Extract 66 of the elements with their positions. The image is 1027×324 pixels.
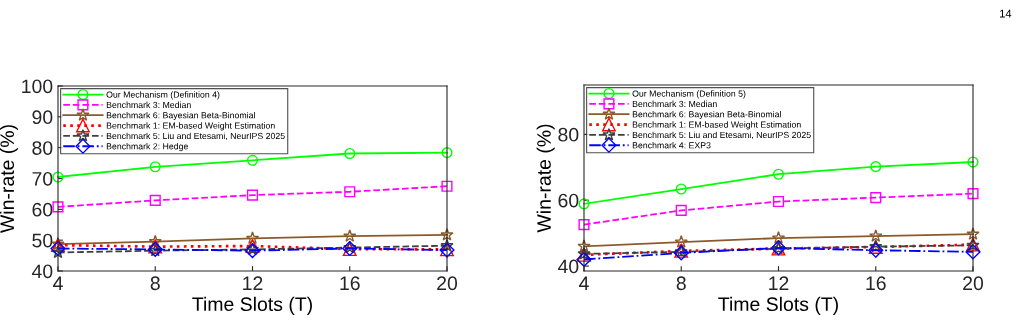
y-tick-label: 40 <box>31 264 53 279</box>
point <box>675 183 687 195</box>
point <box>149 161 161 173</box>
point <box>674 235 688 248</box>
x-tick-label: 8 <box>150 276 160 291</box>
legend-label: Benchmark 1: EM-based Weight Estimation <box>106 122 275 131</box>
point <box>245 231 260 245</box>
y-tick-label: 70 <box>32 171 53 186</box>
y-tick-label: 60 <box>32 202 53 217</box>
point <box>52 201 64 213</box>
point <box>343 229 357 242</box>
point <box>578 219 590 231</box>
x-tick-label: 4 <box>53 276 63 290</box>
legend-label: Benchmark 3: Median <box>106 101 191 109</box>
point <box>441 147 453 159</box>
x-tick-label: 20 <box>963 276 984 291</box>
legend-label: Our Mechanism (Definition 4) <box>106 91 220 100</box>
y-tick-label: 50 <box>32 233 53 248</box>
point <box>578 198 590 210</box>
point <box>344 186 356 198</box>
point <box>246 189 259 201</box>
text: 14 <box>1000 9 1012 18</box>
x-tick-label: 20 <box>437 276 458 291</box>
y-tick-label: 100 <box>22 79 53 94</box>
point <box>149 194 161 206</box>
y-axis-title: Win-rate (%) <box>536 124 555 233</box>
y-axis-title: Win-rate (%) <box>0 125 18 233</box>
point <box>870 192 882 204</box>
x-tick-label: 4 <box>579 276 589 290</box>
point <box>675 204 687 216</box>
legend-label: Benchmark 5: Liu and Etesami, NeurIPS 2025 <box>632 131 811 140</box>
legend-label: Benchmark 3: Median <box>632 100 717 108</box>
point <box>870 161 882 173</box>
legend-label: Benchmark 2: Hedge <box>106 142 188 152</box>
point <box>441 180 453 192</box>
point <box>868 242 884 258</box>
point <box>869 229 883 242</box>
point <box>148 234 162 248</box>
point <box>246 154 259 166</box>
point <box>771 231 786 244</box>
legend-label: Benchmark 1: EM-based Weight Estimation <box>632 121 801 130</box>
x-tick-label: 12 <box>243 276 263 290</box>
point <box>344 147 356 160</box>
legend-label: Benchmark 6: Bayesian Beta-Binomial <box>632 110 781 120</box>
legend-label: Our Mechanism (Definition 5) <box>632 90 746 99</box>
x-axis-title: Time Slots (T) <box>192 296 312 315</box>
y-tick-label: 40 <box>557 259 579 274</box>
legend-label: Benchmark 5: Liu and Etesami, NeurIPS 2025 <box>106 132 285 141</box>
point <box>967 188 979 200</box>
point <box>965 244 981 260</box>
legend-label: Benchmark 6: Bayesian Beta-Binomial <box>106 111 255 121</box>
x-tick-label: 8 <box>676 276 686 291</box>
x-axis-title: Time Slots (T) <box>718 296 838 315</box>
y-tick-label: 80 <box>32 141 53 155</box>
point <box>577 239 591 253</box>
x-tick-label: 16 <box>340 276 360 291</box>
x-tick-label: 12 <box>769 276 789 290</box>
y-tick-label: 90 <box>32 110 53 125</box>
point <box>967 156 979 168</box>
point <box>772 195 785 208</box>
y-tick-label: 60 <box>558 193 579 208</box>
point <box>772 168 785 180</box>
point <box>52 171 64 183</box>
y-tick-label: 80 <box>558 127 579 142</box>
legend-label: Benchmark 4: EXP3 <box>632 141 711 149</box>
x-tick-label: 16 <box>866 276 886 291</box>
